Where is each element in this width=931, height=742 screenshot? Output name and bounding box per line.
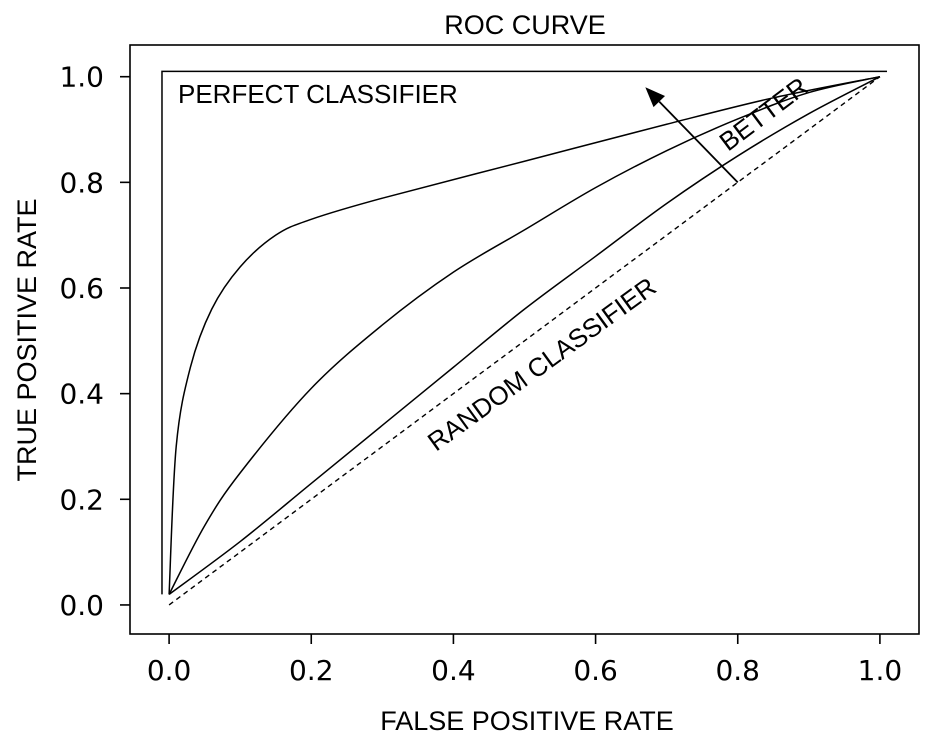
roc-curve-worst <box>168 76 881 595</box>
better-arrow <box>645 87 739 183</box>
y-tick-label-2: 0.4 <box>59 378 104 411</box>
perfect-classifier-line <box>161 70 888 595</box>
x-axis-ticks: 0.0 0.2 0.4 0.6 0.8 1.0 <box>147 634 902 687</box>
y-axis-ticks: 0.0 0.2 0.4 0.6 0.8 1.0 <box>59 61 130 622</box>
plot-frame <box>129 44 920 635</box>
random-classifier-line <box>168 76 881 606</box>
roc-curve-middle <box>168 75 881 595</box>
x-tick-label-5: 1.0 <box>858 654 903 687</box>
y-axis-label: TRUE POSITIVE RATE <box>12 198 42 481</box>
y-tick-label-4: 0.8 <box>59 166 104 199</box>
y-tick-label-1: 0.2 <box>59 483 104 516</box>
x-tick-label-1: 0.2 <box>289 654 334 687</box>
x-tick-label-2: 0.4 <box>431 654 476 687</box>
x-axis-label: FALSE POSITIVE RATE <box>380 706 674 736</box>
y-tick-label-0: 0.0 <box>59 589 104 622</box>
x-tick-label-0: 0.0 <box>147 654 192 687</box>
x-tick-label-3: 0.6 <box>573 654 618 687</box>
y-tick-label-3: 0.6 <box>59 272 104 305</box>
better-arrow-shaft <box>658 100 739 183</box>
perfect-classifier-label: PERFECT CLASSIFIER <box>178 79 458 109</box>
chart-title: ROC CURVE <box>444 10 606 40</box>
y-tick-label-5: 1.0 <box>59 61 104 94</box>
better-label: BETTER <box>714 71 814 157</box>
roc-curve-best <box>168 75 881 595</box>
series-group <box>161 70 888 606</box>
x-tick-label-4: 0.8 <box>715 654 760 687</box>
better-arrow-head <box>645 87 666 108</box>
